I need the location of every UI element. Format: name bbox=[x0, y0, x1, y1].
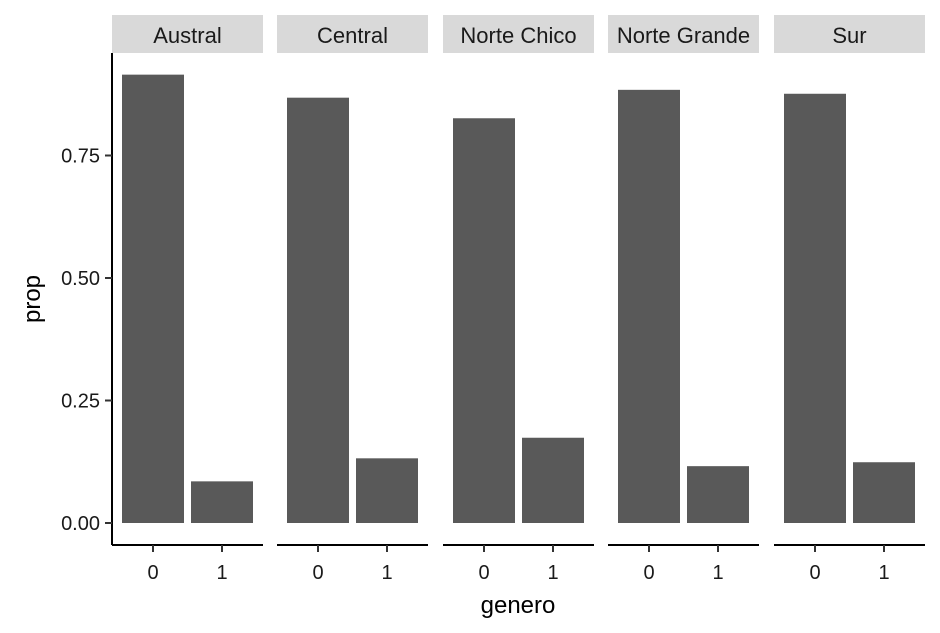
y-tick-label: 0.00 bbox=[61, 513, 100, 535]
x-tick-label: 1 bbox=[381, 562, 392, 584]
facet-strip bbox=[277, 15, 428, 53]
facet-strip bbox=[443, 15, 594, 53]
facet-strip-label: Central bbox=[317, 23, 388, 48]
facet-panel: Norte Chico 0 1 bbox=[443, 15, 594, 584]
facet-panel: Central 0 1 bbox=[277, 15, 428, 584]
facet-strip-label: Norte Chico bbox=[460, 23, 576, 48]
facet-strip bbox=[112, 15, 263, 53]
x-tick-label: 0 bbox=[478, 562, 489, 584]
y-tick-label: 0.25 bbox=[61, 391, 100, 413]
x-tick-label: 1 bbox=[547, 562, 558, 584]
y-tick-label: 0.75 bbox=[61, 146, 100, 168]
bar bbox=[784, 93, 846, 523]
facet-strip-label: Sur bbox=[832, 23, 866, 48]
x-axis-title: genero bbox=[481, 592, 556, 619]
x-tick-label: 1 bbox=[712, 562, 723, 584]
y-tick-label: 0.50 bbox=[61, 268, 100, 290]
facet-strip-label: Austral bbox=[153, 23, 221, 48]
bar bbox=[287, 97, 349, 524]
facet-panel: Norte Grande 0 1 bbox=[608, 15, 759, 584]
facet-strip-label: Norte Grande bbox=[617, 23, 750, 48]
facet-panel: Sur 0 1 bbox=[774, 15, 925, 584]
x-tick-label: 0 bbox=[809, 562, 820, 584]
x-tick-label: 0 bbox=[312, 562, 323, 584]
bar bbox=[122, 74, 184, 524]
facet-strip bbox=[774, 15, 925, 53]
bar bbox=[618, 89, 680, 523]
x-tick-label: 1 bbox=[216, 562, 227, 584]
bar bbox=[687, 466, 749, 523]
facet-strip bbox=[608, 15, 759, 53]
y-axis-title: prop bbox=[19, 275, 46, 323]
x-tick-label: 0 bbox=[643, 562, 654, 584]
x-tick-label: 1 bbox=[878, 562, 889, 584]
x-tick-label: 0 bbox=[147, 562, 158, 584]
bar bbox=[191, 481, 253, 523]
bar bbox=[453, 118, 515, 523]
bar bbox=[522, 437, 584, 523]
y-axis: 0.00 0.25 0.50 0.75 bbox=[61, 53, 113, 545]
bar bbox=[853, 462, 915, 523]
facet-panel: Austral 0 1 bbox=[112, 15, 263, 584]
bar bbox=[356, 458, 418, 523]
